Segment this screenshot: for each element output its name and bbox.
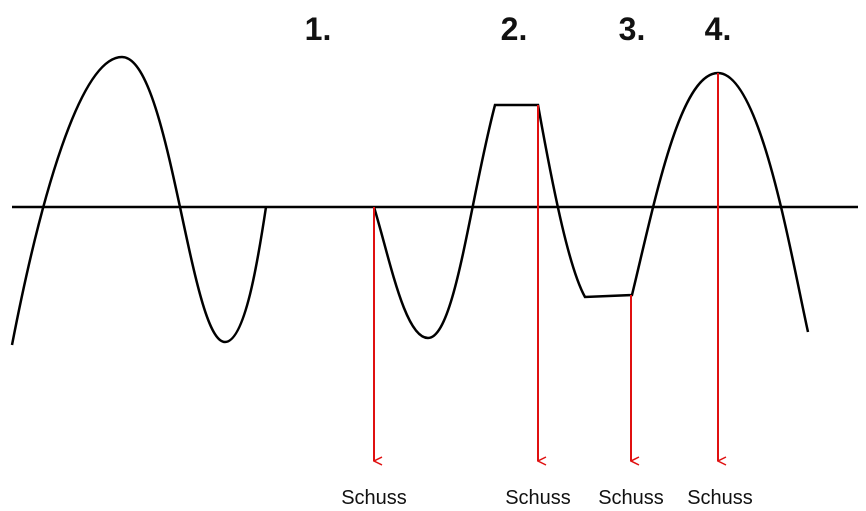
step-label: 1. bbox=[305, 11, 332, 47]
shot-label: Schuss bbox=[687, 487, 753, 509]
shot-label: Schuss bbox=[598, 487, 664, 509]
step-label: 3. bbox=[619, 11, 646, 47]
step-label: 2. bbox=[501, 11, 528, 47]
wave-segment bbox=[10, 55, 268, 346]
shot-label: Schuss bbox=[341, 487, 407, 509]
wave-segment bbox=[372, 71, 810, 340]
step-label: 4. bbox=[705, 11, 732, 47]
shot-label: Schuss bbox=[505, 487, 571, 509]
